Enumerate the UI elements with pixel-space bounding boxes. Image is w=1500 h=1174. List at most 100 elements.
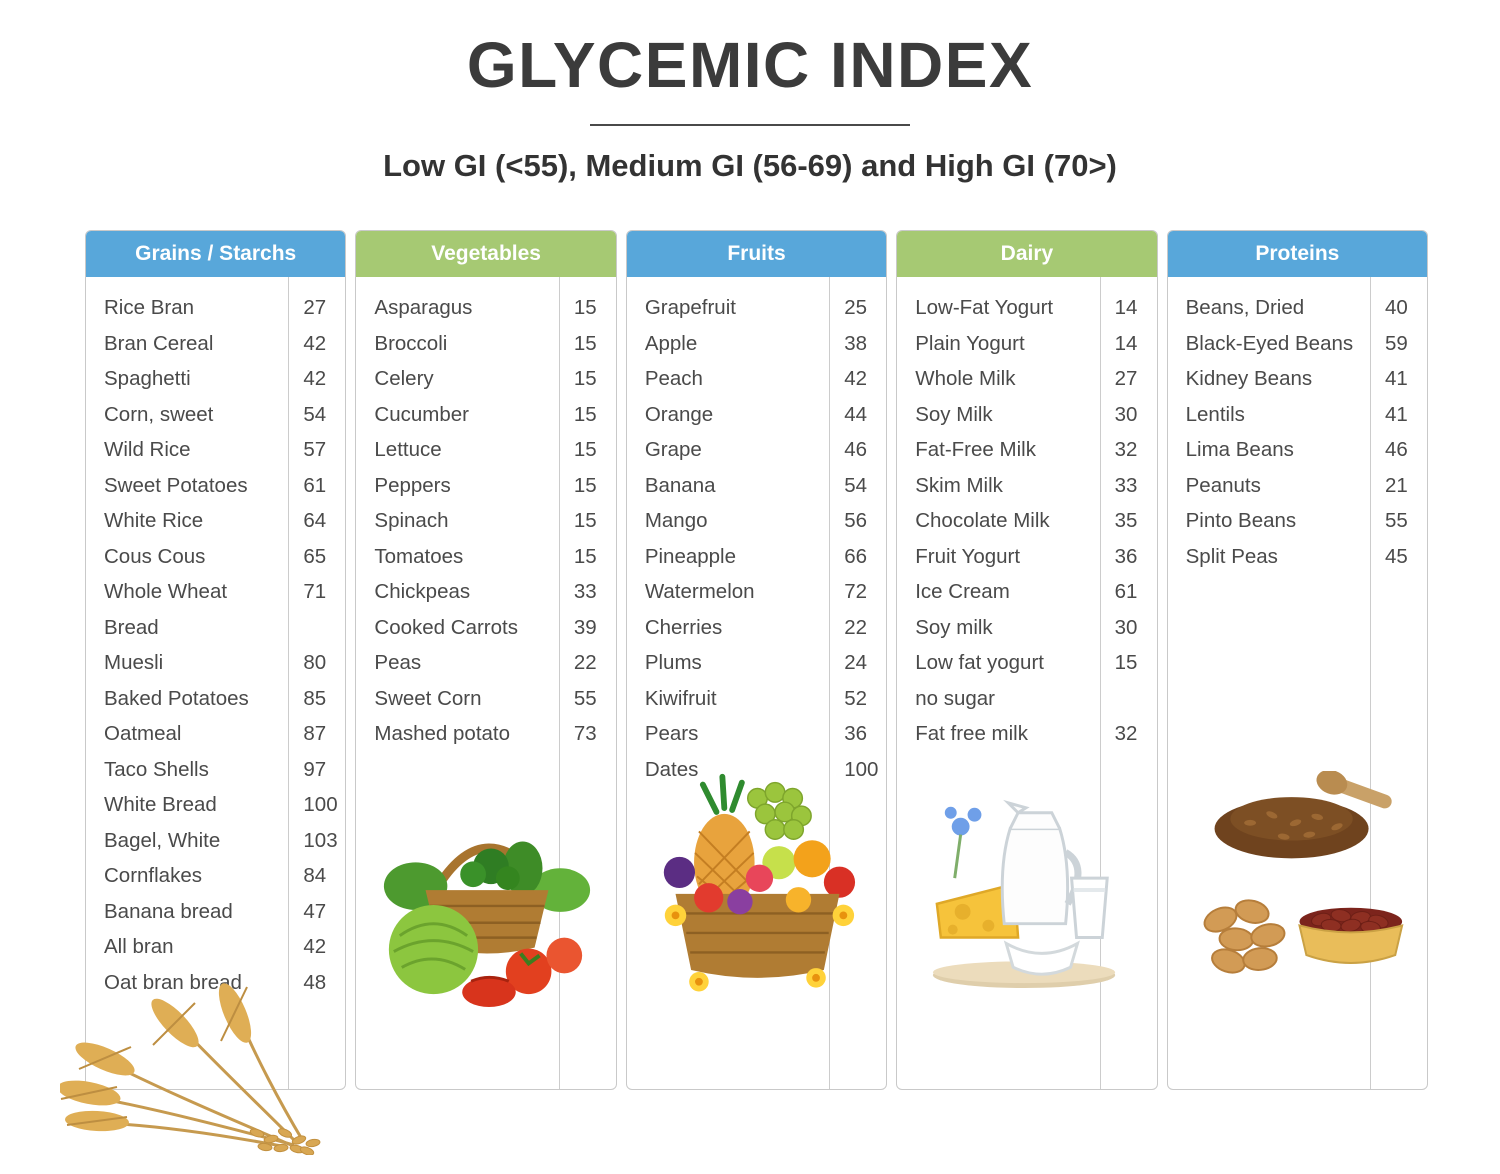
food-row: Grapefruit 25 [627, 290, 886, 326]
food-name: Black-Eyed Beans [1185, 331, 1354, 355]
food-gi-value: 64 [303, 509, 327, 532]
food-gi-value: 103 [303, 828, 338, 852]
food-name: Mango [644, 509, 708, 532]
food-name: Plums [644, 651, 702, 674]
food-gi-value: 47 [303, 899, 327, 923]
food-name: Grape [644, 438, 702, 461]
vegetables-header: Vegetables [356, 231, 616, 277]
food-gi-value: 30 [1114, 402, 1138, 426]
food-gi-value: 15 [573, 544, 597, 568]
food-name: White Rice [104, 509, 204, 532]
food-name: Wild Rice [104, 438, 191, 461]
food-name: Skim Milk [915, 473, 1003, 497]
proteins-food-list: Beans, Dried 40 Black-Eyed Beans 59 Kidney B… [1168, 277, 1427, 574]
food-gi-value: 55 [573, 686, 597, 710]
food-gi-value: 66 [844, 544, 868, 568]
food-row: Whole Wheat Bread 71 [86, 574, 345, 645]
food-gi-value: 27 [303, 296, 327, 319]
food-gi-value: 30 [1114, 615, 1138, 639]
food-name: Corn, sweet [104, 402, 214, 426]
food-name: Banana bread [104, 899, 233, 923]
food-name: Fruit Yogurt [915, 544, 1021, 568]
food-name: Spinach [374, 509, 449, 532]
food-gi-value: 15 [1114, 651, 1138, 674]
food-name: Grapefruit [644, 296, 736, 319]
food-name: Sweet Potatoes [104, 473, 248, 497]
column-dairy: Dairy Low-Fat Yogurt 14 Plain Yogurt 14 Whol… [896, 230, 1158, 1090]
food-name: Mashed potato [374, 722, 511, 745]
value-divider-line [558, 277, 560, 1089]
food-name: Cous Cous [104, 544, 206, 568]
food-row: Asparagus 15 [356, 290, 615, 326]
value-divider-line [1370, 277, 1372, 1089]
food-gi-value: 15 [573, 331, 597, 355]
column-proteins: Proteins Beans, Dried 40 Black-Eyed Beans 5… [1166, 230, 1429, 1090]
food-gi-value: 22 [844, 615, 868, 639]
food-name: Pears [644, 722, 699, 745]
food-row: Cooked Carrots 39 [356, 610, 615, 646]
food-row: Taco Shells 97 [86, 752, 345, 788]
food-row: White Rice 64 [86, 503, 345, 539]
food-name: Peanuts [1185, 473, 1261, 497]
food-gi-value: 42 [303, 935, 327, 958]
food-row: Pears 36 [627, 716, 886, 752]
food-name: Plain Yogurt [915, 331, 1025, 355]
food-name: Muesli [104, 651, 164, 674]
food-name: Orange [644, 402, 714, 426]
food-gi-value: 72 [844, 580, 868, 603]
food-row: Peas 22 [356, 645, 615, 681]
food-gi-value: 42 [303, 331, 327, 355]
food-name: Broccoli [374, 331, 448, 355]
food-name: Peach [644, 367, 703, 390]
food-name: Split Peas [1185, 544, 1278, 568]
food-gi-value: 48 [303, 970, 327, 994]
food-name: Watermelon [644, 580, 755, 603]
food-gi-value: 25 [844, 296, 868, 319]
food-gi-value: 24 [844, 651, 868, 674]
food-name: Dates [644, 757, 699, 781]
food-gi-value: 45 [1385, 544, 1408, 568]
food-name: Cooked Carrots [374, 615, 518, 639]
food-row: Apple 38 [627, 326, 886, 362]
food-gi-value: 36 [844, 722, 868, 745]
food-row: Cucumber 15 [356, 397, 615, 433]
food-row: Fruit Yogurt 36 [897, 539, 1156, 575]
food-row: Black-Eyed Beans 59 [1168, 326, 1427, 362]
column-grains: Grains / Starchs Rice Bran 27 Bran Cereal 4… [60, 230, 347, 1155]
grains-header: Grains / Starchs [86, 231, 346, 277]
food-row: Soy milk 30 [897, 610, 1156, 646]
food-name: Soy milk [915, 615, 993, 639]
food-row: Spinach 15 [356, 503, 615, 539]
food-name: Peppers [374, 473, 451, 497]
food-gi-value: 32 [1114, 722, 1138, 745]
food-name: Chocolate Milk [915, 509, 1050, 532]
food-row: Cous Cous 65 [86, 539, 345, 575]
food-name: Fat-Free Milk [915, 438, 1036, 461]
food-gi-value: 80 [303, 651, 327, 674]
food-row: Wild Rice 57 [86, 432, 345, 468]
food-row: Skim Milk 33 [897, 468, 1156, 504]
food-gi-value: 46 [844, 438, 868, 461]
food-row: Broccoli 15 [356, 326, 615, 362]
food-name: Sweet Corn [374, 686, 482, 710]
gi-columns: Grains / Starchs Rice Bran 27 Bran Cereal 4… [60, 230, 1429, 1155]
food-row: Peanuts 21 [1168, 468, 1427, 504]
food-row: Split Peas 45 [1168, 539, 1427, 575]
food-gi-value: 42 [844, 367, 868, 390]
food-name: Rice Bran [104, 296, 195, 319]
food-row: Soy Milk 30 [897, 397, 1156, 433]
food-gi-value: 61 [1114, 580, 1138, 603]
page-title: GLYCEMIC INDEX [466, 29, 1034, 101]
column-fruits: Fruits Grapefruit 25 Apple 38 Peach 42 Orange 4… [625, 230, 888, 1090]
food-name: Beans, Dried [1185, 296, 1305, 319]
food-gi-value: 27 [1114, 367, 1138, 390]
food-gi-value: 15 [573, 509, 597, 532]
food-name: Lettuce [374, 438, 442, 461]
food-name: Asparagus [374, 296, 473, 319]
food-row: Lima Beans 46 [1168, 432, 1427, 468]
food-row: Bagel, White 103 [86, 823, 345, 859]
food-row: Cherries 22 [627, 610, 886, 646]
fruit-basket-image [642, 769, 872, 1011]
food-gi-value: 55 [1385, 509, 1408, 532]
food-row: Banana bread 47 [86, 894, 345, 930]
